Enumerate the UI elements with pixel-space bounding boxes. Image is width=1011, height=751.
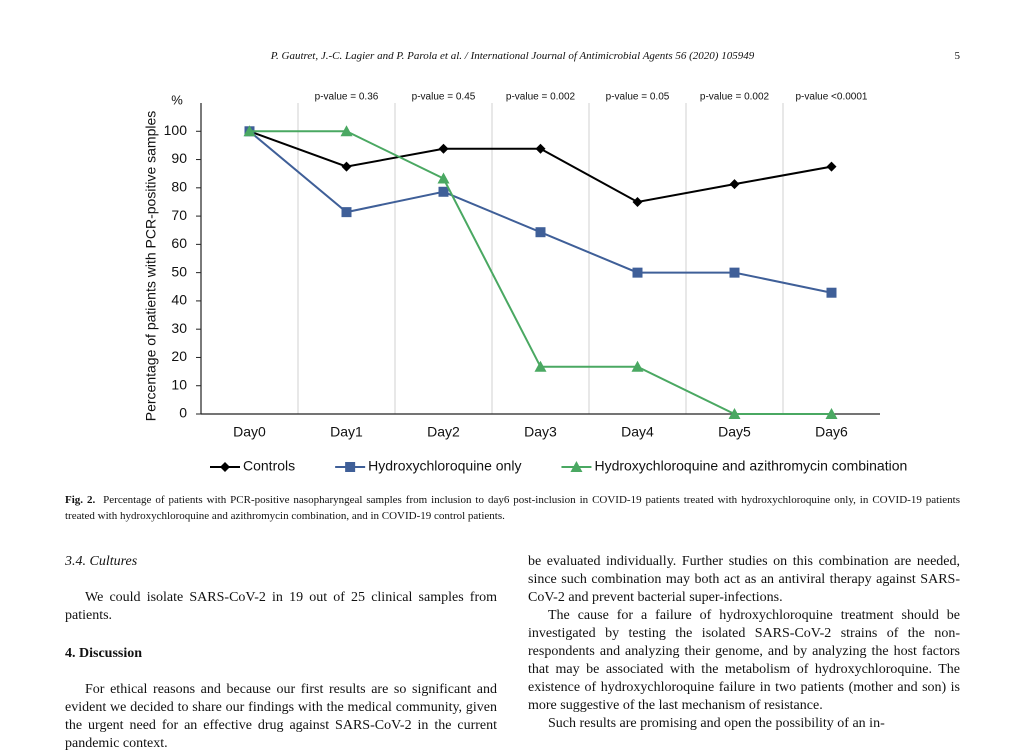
y-tick-label: 0 (179, 405, 187, 421)
point-marker (438, 186, 449, 197)
point-marker (826, 161, 837, 172)
y-unit-label: % (171, 92, 183, 107)
point-marker (340, 125, 353, 137)
y-tick-label: 50 (171, 263, 187, 279)
x-tick-label: Day6 (815, 424, 848, 440)
legend-marker (220, 462, 230, 472)
point-marker (729, 179, 740, 190)
p-value-annotation: p-value = 0.05 (606, 92, 670, 103)
legend-label: Controls (243, 458, 295, 474)
p-value-annotation: p-value = 0.36 (315, 92, 379, 103)
y-tick-label: 90 (171, 150, 187, 166)
point-marker (632, 267, 643, 278)
paragraph: For ethical reasons and because our firs… (65, 682, 497, 751)
y-tick-label: 10 (171, 376, 187, 392)
x-tick-label: Day5 (718, 424, 751, 440)
legend-label: Hydroxychloroquine and azithromycin comb… (594, 458, 907, 474)
point-marker (535, 143, 546, 154)
y-tick-label: 70 (171, 207, 187, 223)
section-heading: 4. Discussion (65, 646, 143, 661)
point-marker (341, 161, 352, 172)
paragraph: Such results are promising and open the … (548, 716, 885, 731)
point-marker (631, 360, 644, 372)
figure-label: Fig. 2. (65, 494, 96, 506)
point-marker (535, 227, 546, 238)
p-value-annotation: p-value = 0.002 (506, 92, 576, 103)
p-value-annotation: p-value <0.0001 (795, 92, 867, 103)
chart: 0 10 20 30 40 50 60 70 80 90 100% Percentage of pat… (143, 92, 908, 474)
legend-label: Hydroxychloroquine only (368, 458, 521, 474)
y-tick-label: 60 (171, 235, 187, 251)
paragraph: We could isolate SARS-CoV-2 in 19 out of… (65, 590, 497, 623)
y-axis-label: Percentage of patients with PCR-positive… (143, 111, 159, 421)
point-marker (826, 287, 837, 298)
running-header: P. Gautret, J.-C. Lagier and P. Parola e… (270, 50, 755, 62)
point-marker (729, 267, 740, 278)
point-marker (632, 196, 643, 207)
point-marker (243, 125, 256, 137)
x-tick-label: Day0 (233, 424, 266, 440)
series-line (248, 130, 832, 294)
paragraph: be evaluated individually. Further studi… (528, 554, 960, 605)
x-tick-label: Day3 (524, 424, 557, 440)
x-tick-label: Day2 (427, 424, 460, 440)
left-column: 3.4. Cultures We could isolate SARS-CoV-… (65, 553, 497, 751)
x-tick-label: Day4 (621, 424, 654, 440)
caption-text: Percentage of patients with PCR-positive… (65, 494, 960, 522)
point-marker (534, 360, 547, 372)
page-number: 5 (954, 50, 961, 62)
y-tick-label: 80 (171, 179, 187, 195)
figure-caption: Fig. 2. Percentage of patients with PCR-… (65, 492, 960, 524)
x-tick-label: Day1 (330, 424, 363, 440)
series-line (249, 130, 832, 204)
point-marker (438, 143, 449, 154)
p-value-annotation: p-value = 0.45 (412, 92, 476, 103)
point-marker (437, 172, 450, 184)
y-tick-label: 40 (171, 292, 187, 308)
y-tick-label: 20 (171, 348, 187, 364)
right-column: be evaluated individually. Further studi… (528, 553, 960, 733)
section-heading: 3.4. Cultures (65, 554, 138, 569)
point-marker (728, 408, 741, 419)
legend-marker (570, 461, 583, 472)
y-tick-label: 30 (171, 320, 187, 336)
y-tick-label: 100 (164, 122, 188, 138)
point-marker (825, 408, 838, 419)
legend-marker (345, 462, 356, 472)
point-marker (341, 207, 352, 218)
paragraph: The cause for a failure of hydroxychloro… (528, 608, 960, 713)
p-value-annotation: p-value = 0.002 (700, 92, 770, 103)
